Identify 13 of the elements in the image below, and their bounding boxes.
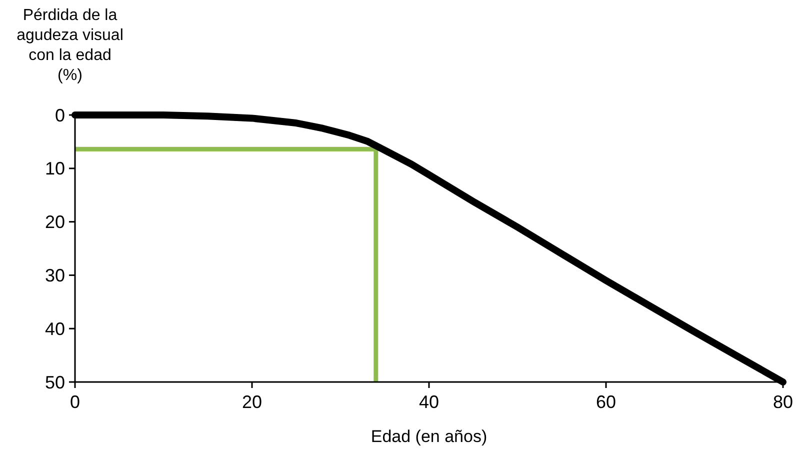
x-tick-label: 20 <box>242 392 262 412</box>
x-tick-label: 0 <box>70 392 80 412</box>
y-axis-title: Pérdida de la agudeza visual con la edad (%) <box>16 7 124 84</box>
y-tick-label: 40 <box>44 318 65 339</box>
y-tick-label: 10 <box>44 158 65 179</box>
x-tick-label: 40 <box>418 392 440 412</box>
y-tick-label: 20 <box>44 212 65 232</box>
y-tick-label: 0 <box>54 105 65 126</box>
x-tick-label: 60 <box>596 392 616 412</box>
y-tick-label: 50 <box>44 372 65 392</box>
y-tick-label: 30 <box>44 266 65 286</box>
x-axis-title: Edad (en años) <box>370 427 488 446</box>
x-tick-label: 80 <box>772 392 794 412</box>
